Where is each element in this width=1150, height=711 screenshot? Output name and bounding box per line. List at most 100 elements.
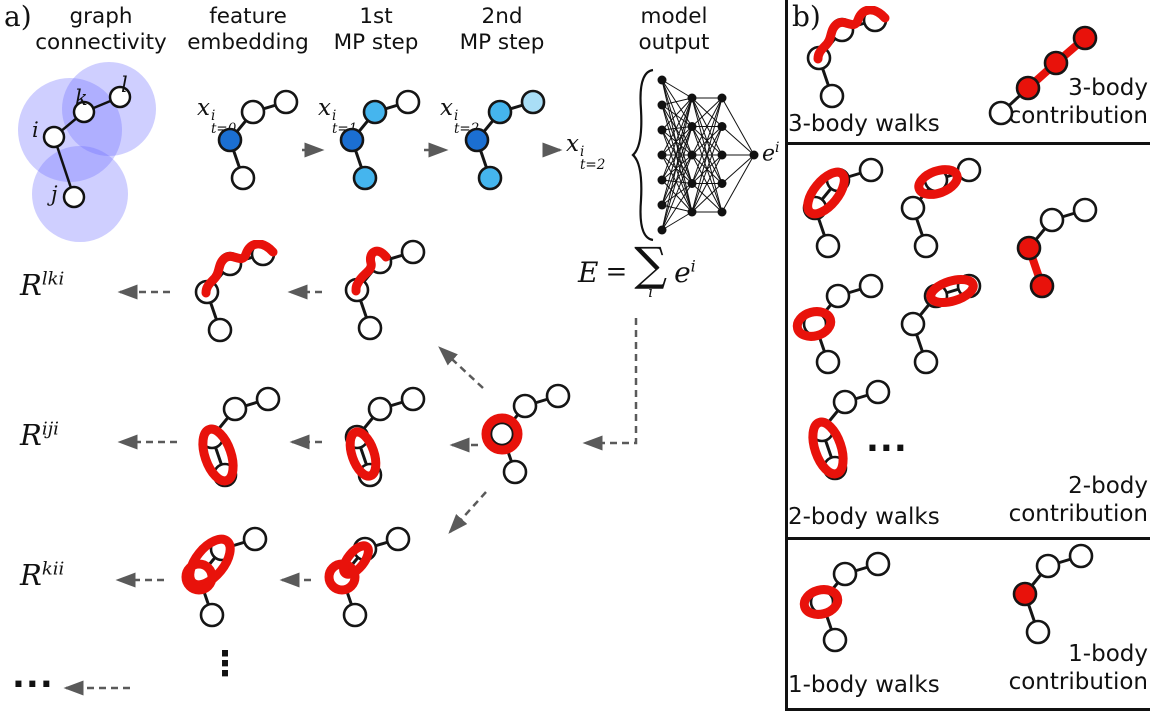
- node-l: [242, 526, 268, 552]
- nn-neuron: [687, 207, 697, 217]
- node-i: [900, 311, 926, 337]
- graph-connectivity-cluster: [18, 62, 156, 242]
- node-k: [362, 99, 388, 125]
- walk-highlight-loop_ij: [345, 427, 381, 481]
- molecule-center-start: [481, 383, 571, 485]
- nn-connection: [691, 97, 723, 184]
- walks-ellipsis: ...: [866, 420, 908, 460]
- node-i: [339, 127, 365, 153]
- nn-neuron: [657, 150, 667, 160]
- nn-connection: [691, 183, 723, 213]
- dashed-arrow: [438, 346, 484, 389]
- row-label-R-lki: Rlki: [20, 268, 65, 302]
- nn-connection: [661, 97, 693, 231]
- walk-highlight-loop_ij_big: [198, 424, 238, 486]
- walk-highlight-loop_k: [914, 165, 962, 199]
- molecule-b2-walk-5: [808, 379, 891, 481]
- cutoff-blob: [62, 62, 156, 156]
- node-j: [913, 349, 939, 375]
- nn-neuron: [657, 200, 667, 210]
- node-j: [352, 165, 378, 191]
- nn-neuron: [717, 150, 727, 160]
- node-label-j: j: [51, 182, 58, 206]
- molecule-embedding: [217, 89, 299, 191]
- molecule-b3-walk: [806, 6, 890, 109]
- node-i: [217, 127, 243, 153]
- node-label-l: l: [121, 73, 128, 97]
- node-k: [72, 100, 96, 124]
- nn-connection: [661, 79, 693, 213]
- molecule-r1-walk-part: [344, 239, 426, 341]
- node-k: [367, 396, 393, 422]
- nn-connection: [661, 97, 693, 181]
- neural-network: [631, 68, 759, 242]
- label-2-body-contribution: 2-body contribution: [1008, 473, 1148, 527]
- panel-b-label: b): [792, 0, 821, 33]
- nn-connection: [721, 154, 755, 184]
- nn-connection: [721, 126, 755, 156]
- nn-connection: [661, 104, 693, 156]
- nn-neuron: [657, 125, 667, 135]
- nn-connection: [661, 183, 693, 231]
- label-1-body-walks: 1-body walks: [788, 672, 940, 698]
- rows-ellipsis-vertical: ⋮: [208, 644, 242, 684]
- node-j: [207, 317, 233, 343]
- node-l: [1072, 197, 1098, 223]
- nn-connection: [721, 97, 755, 156]
- header-graph-connectivity: graph connectivity: [35, 4, 167, 55]
- node-k: [832, 561, 858, 587]
- nn-neuron: [717, 122, 727, 131]
- nn-connection: [661, 104, 693, 213]
- nn-neuron: [657, 100, 667, 110]
- node-i: [1015, 75, 1041, 101]
- nn-neuron: [687, 150, 697, 160]
- molecule-r1-walk-full: [194, 240, 278, 343]
- header-model-output: model output: [638, 4, 710, 55]
- nn-connection: [661, 126, 693, 156]
- molecule-r2-walk-full: [198, 386, 281, 488]
- header-feature-embedding: feature embedding: [187, 4, 309, 55]
- section-divider-2: [785, 537, 1150, 540]
- input-brace: [631, 68, 654, 242]
- node-k: [240, 99, 266, 125]
- node-j: [815, 349, 841, 375]
- node-l: [400, 239, 426, 265]
- nn-connection: [661, 179, 693, 184]
- node-i: [900, 195, 926, 221]
- walk-highlight-walk3: [813, 6, 890, 64]
- nn-connection: [661, 104, 693, 184]
- nn-output-label: ei: [762, 140, 780, 167]
- section-divider-1: [785, 142, 1150, 145]
- node-l: [865, 379, 891, 405]
- walk-highlight-ring_i: [481, 413, 523, 455]
- molecule-r2-walk-part: [344, 386, 426, 488]
- rows-ellipsis-horizontal: ...: [12, 656, 54, 696]
- node-i: [1016, 235, 1042, 261]
- nn-connection: [721, 154, 755, 213]
- node-j: [1025, 619, 1051, 645]
- node-l: [858, 157, 884, 183]
- nn-connection: [661, 126, 693, 231]
- node-label-i: i: [32, 118, 39, 142]
- walk-highlight-walk3s: [351, 246, 391, 296]
- node-j: [342, 602, 368, 628]
- walk-highlight-loop_ij_big: [808, 417, 848, 479]
- node-k: [222, 396, 248, 422]
- nn-connection: [661, 183, 693, 206]
- nn-connection: [661, 97, 693, 156]
- molecule-mp2: [464, 89, 546, 191]
- node-l: [1072, 25, 1098, 51]
- nn-neuron: [657, 75, 667, 85]
- nn-connection: [661, 129, 693, 156]
- nn-connection: [661, 97, 693, 206]
- nn-connection: [661, 154, 693, 231]
- node-k: [512, 393, 538, 419]
- node-i: [489, 421, 515, 447]
- panel-a-label: a): [4, 0, 32, 33]
- nn-connection: [691, 97, 723, 156]
- dashed-arrow: [582, 318, 638, 451]
- nn-neuron: [687, 122, 697, 131]
- node-j: [62, 185, 86, 209]
- node-j: [502, 459, 528, 485]
- node-j: [988, 100, 1014, 126]
